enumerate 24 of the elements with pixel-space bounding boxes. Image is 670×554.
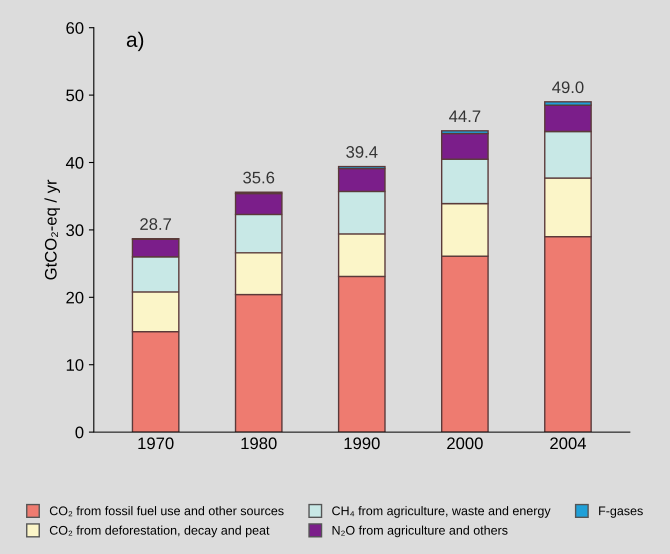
x-tick-label: 1990 [344,437,380,450]
y-tick-label: 20 [66,292,84,304]
y-tick-label: 40 [66,156,84,169]
legend-label: F-gases [599,506,643,518]
total-label: 28.7 [140,218,172,230]
x-tick-label: 1970 [138,437,174,450]
legend-label: N₂O from agriculture and others [332,526,508,538]
total-label: 39.4 [346,146,378,158]
y-tick-label: 30 [66,224,84,236]
total-label: 35.6 [243,172,274,184]
legend-label: CO₂ from deforestation, decay and peat [50,526,270,538]
y-tick-label: 60 [66,22,84,34]
y-tick-label: 10 [66,359,84,371]
annotation: a) [126,32,144,52]
y-tick-label: 50 [66,90,84,102]
y-axis-title: GtCO₂-eq / yr [44,180,60,280]
x-tick-label: 1980 [241,437,277,450]
legend-label: CH₄ from agriculture, waste and energy [332,506,551,518]
total-label: 44.7 [449,110,480,122]
total-label: 49.0 [552,81,584,94]
y-tick-label: 0 [75,426,84,438]
x-tick-label: 2000 [447,437,483,450]
x-tick-label: 2004 [550,437,586,450]
legend-label: CO₂ from fossil fuel use and other sources [50,506,284,516]
